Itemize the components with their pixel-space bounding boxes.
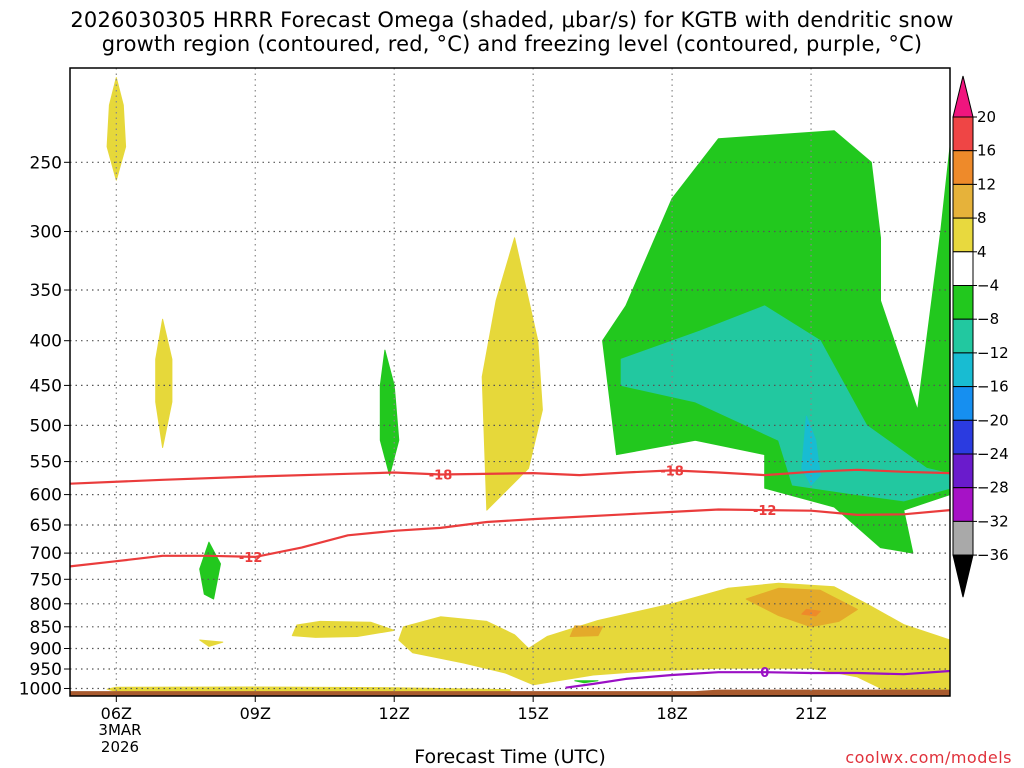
colorbar: 20 16 12 8 4 −4 −8 −12 −16 −20 −24 −28 −32 −36 — [952, 75, 1009, 598]
contour-line--18 — [70, 468, 950, 485]
y-tick-label-650: 650 — [30, 516, 62, 536]
omega-region-15 — [574, 680, 599, 684]
y-tick-label-250: 250 — [30, 153, 62, 173]
x-tick-label-21Z: 21Z — [795, 704, 826, 723]
colorbar-label-13: −36 — [977, 546, 1009, 564]
colorbar-label-2: 12 — [977, 175, 996, 193]
chart-title-line-1: 2026030305 HRRR Forecast Omega (shaded, … — [70, 8, 954, 32]
contour-label--18-1: -18 — [660, 464, 684, 479]
colorbar-cell-9 — [952, 386, 974, 421]
omega-region-6 — [106, 686, 511, 692]
colorbar-cell-3 — [952, 183, 974, 219]
y-tick-label-900: 900 — [30, 639, 62, 659]
chart-title-line-2: growth region (contoured, red, °C) and f… — [101, 32, 923, 56]
y-tick-label-300: 300 — [30, 223, 62, 243]
date-label-year: 2026 — [100, 738, 140, 756]
x-tick-label-15Z: 15Z — [517, 704, 548, 723]
colorbar-cell-11 — [952, 453, 974, 489]
plot-frame — [69, 67, 951, 697]
y-tick-label-800: 800 — [30, 595, 62, 615]
y-tick-label-600: 600 — [30, 486, 62, 506]
x-tick-label-18Z: 18Z — [656, 704, 687, 723]
y-tick-label-550: 550 — [30, 453, 62, 473]
date-label: 3MAR 2026 — [92, 722, 148, 756]
omega-region-2 — [481, 237, 543, 511]
colorbar-label-10: −24 — [977, 445, 1009, 463]
colorbar-label-1: 16 — [977, 142, 996, 160]
colorbar-cell-1 — [952, 116, 974, 152]
omega-region-13 — [379, 349, 400, 476]
colorbar-label-3: 8 — [977, 209, 987, 227]
colorbar-label-12: −32 — [977, 512, 1009, 530]
colorbar-cell-2 — [952, 150, 974, 185]
x-axis-label: Forecast Time (UTC) — [414, 746, 606, 768]
grid — [70, 68, 950, 696]
colorbar-label-8: −16 — [977, 378, 1009, 396]
y-tick-label-850: 850 — [30, 618, 62, 638]
contour-label-0-0: 0 — [760, 666, 769, 681]
contour-label--18-0: -18 — [429, 468, 453, 483]
omega-region-8 — [569, 625, 604, 637]
colorbar-cell-13 — [952, 520, 974, 556]
colorbar-label-7: −12 — [977, 344, 1009, 362]
colorbar-label-9: −20 — [977, 411, 1009, 429]
colorbar-label-11: −28 — [977, 479, 1009, 497]
contours: -18 -18 -12 -12 0 — [70, 464, 950, 689]
terrain-fill — [70, 689, 950, 696]
x-tick-label-06Z: 06Z — [101, 704, 132, 723]
y-tick-label-500: 500 — [30, 416, 62, 436]
credit-link[interactable]: coolwx.com/models — [845, 748, 1012, 767]
omega-shading — [106, 77, 950, 692]
colorbar-cell-10 — [952, 419, 974, 455]
contour-label--12-0: -12 — [239, 551, 263, 566]
colorbar-bottom-arrow — [952, 554, 974, 598]
colorbar-label-6: −8 — [977, 310, 999, 328]
y-tick-label-400: 400 — [30, 332, 62, 352]
terrain — [70, 689, 950, 696]
omega-region-1 — [155, 318, 173, 448]
contour-line--12 — [70, 508, 950, 568]
y-tick-label-750: 750 — [30, 570, 62, 590]
omega-region-7 — [745, 587, 858, 628]
omega-region-11 — [620, 305, 950, 502]
y-axis: 2503003504004505005506006507007508008509… — [19, 153, 70, 699]
colorbar-label-4: 4 — [977, 243, 987, 261]
y-tick-label-1000: 1000 — [19, 679, 62, 699]
colorbar-cell-6 — [952, 285, 974, 320]
y-tick-label-350: 350 — [30, 281, 62, 301]
colorbar-cell-8 — [952, 352, 974, 388]
omega-region-12 — [801, 415, 821, 486]
colorbar-cell-12 — [952, 487, 974, 522]
colorbar-cell-7 — [952, 318, 974, 354]
date-label-day: 3MAR — [98, 721, 142, 739]
y-tick-label-700: 700 — [30, 544, 62, 564]
contour-label--12-1: -12 — [753, 504, 777, 519]
colorbar-cell-4 — [952, 217, 974, 253]
omega-region-3 — [291, 620, 395, 638]
colorbar-top-arrow — [952, 75, 974, 118]
omega-region-14 — [199, 541, 221, 600]
colorbar-label-0: 20 — [977, 108, 996, 126]
y-tick-label-450: 450 — [30, 376, 62, 396]
x-tick-label-12Z: 12Z — [379, 704, 410, 723]
x-axis: 06Z 09Z 12Z 15Z 18Z 21Z — [101, 696, 827, 723]
contour-line-0 — [565, 669, 950, 689]
colorbar-cell-5 — [952, 251, 974, 287]
y-tick-label-950: 950 — [30, 660, 62, 680]
omega-region-4 — [199, 639, 224, 647]
colorbar-label-5: −4 — [977, 277, 999, 295]
x-tick-label-09Z: 09Z — [240, 704, 271, 723]
